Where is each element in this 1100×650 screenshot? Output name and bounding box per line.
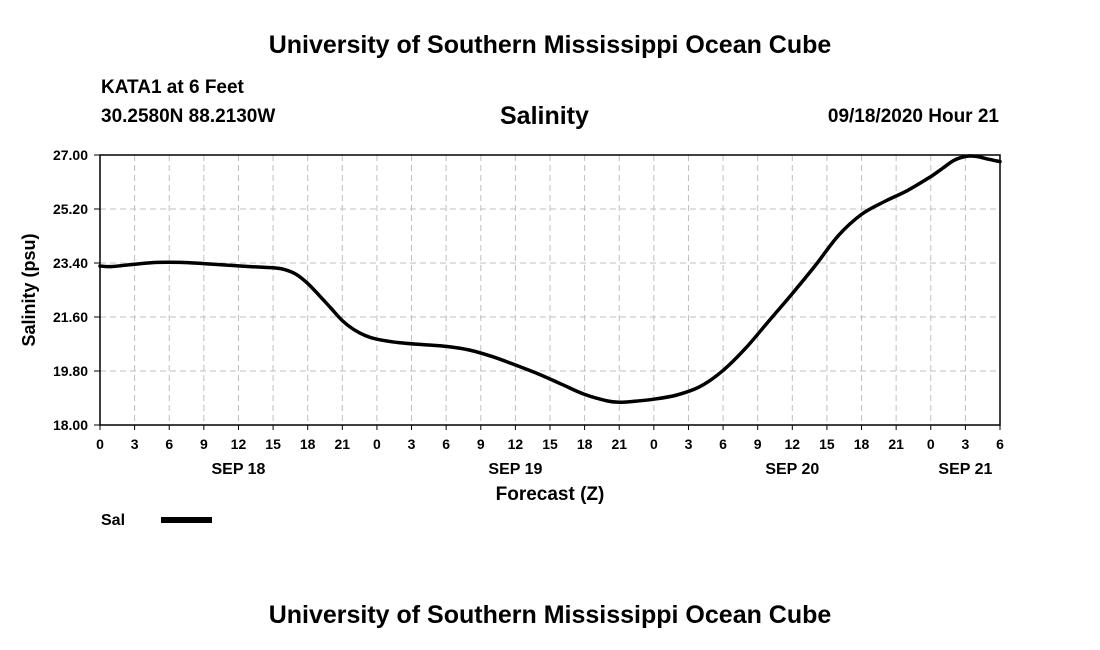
y-tick-label: 27.00 <box>53 147 88 163</box>
grid-lines <box>100 155 1000 425</box>
series-layer <box>98 154 1002 404</box>
x-tick-label: 9 <box>200 436 208 452</box>
x-tick-label: 21 <box>611 436 627 452</box>
axis-ticks: 18.00 19.80 21.60 23.40 25.20 27.00 0 3 6 9 12 15 18… <box>53 147 1004 478</box>
x-tick-label: 21 <box>335 436 351 452</box>
x-tick-label: 3 <box>408 436 416 452</box>
x-tick-label: 3 <box>685 436 693 452</box>
x-tick-label: 6 <box>996 436 1004 452</box>
date-label: SEP 18 <box>211 461 265 478</box>
x-tick-label: 18 <box>300 436 316 452</box>
x-tick-label: 18 <box>854 436 870 452</box>
x-tick-label: 0 <box>927 436 935 452</box>
date-label: SEP 21 <box>938 461 992 478</box>
y-tick-label: 21.60 <box>53 309 88 325</box>
x-tick-label: 9 <box>754 436 762 452</box>
x-tick-label: 15 <box>265 436 281 452</box>
chart-title: Salinity <box>500 102 589 130</box>
x-tick-label: 3 <box>131 436 139 452</box>
x-tick-label: 0 <box>96 436 104 452</box>
footer-title: University of Southern Mississippi Ocean… <box>268 601 832 629</box>
x-tick-label: 0 <box>373 436 381 452</box>
legend-label: Sal <box>101 512 125 529</box>
x-axis-label: Forecast (Z) <box>496 484 605 505</box>
x-tick-label: 12 <box>508 436 524 452</box>
x-tick-label: 15 <box>819 436 835 452</box>
page-title: University of Southern Mississippi Ocean… <box>268 31 832 59</box>
x-tick-label: 0 <box>650 436 658 452</box>
x-tick-label: 12 <box>231 436 247 452</box>
y-tick-label: 25.20 <box>53 201 88 217</box>
x-tick-label: 6 <box>719 436 727 452</box>
y-axis-label: Salinity (psu) <box>19 233 39 346</box>
x-tick-label: 9 <box>477 436 485 452</box>
x-tick-label: 6 <box>442 436 450 452</box>
x-tick-label: 6 <box>165 436 173 452</box>
date-label: SEP 20 <box>765 461 819 478</box>
station-label: KATA1 at 6 Feet <box>101 77 244 98</box>
y-tick-label: 18.00 <box>53 417 88 433</box>
station-coordinates: 30.2580N 88.2130W <box>101 106 276 127</box>
x-tick-label: 15 <box>542 436 558 452</box>
x-tick-label: 3 <box>961 436 969 452</box>
y-tick-label: 23.40 <box>53 255 88 271</box>
x-tick-label: 21 <box>888 436 904 452</box>
x-tick-label: 18 <box>577 436 593 452</box>
date-label: SEP 19 <box>488 461 542 478</box>
y-tick-label: 19.80 <box>53 363 88 379</box>
forecast-timestamp: 09/18/2020 Hour 21 <box>827 106 999 127</box>
x-tick-label: 12 <box>785 436 801 452</box>
series-line-sal <box>98 154 1002 404</box>
